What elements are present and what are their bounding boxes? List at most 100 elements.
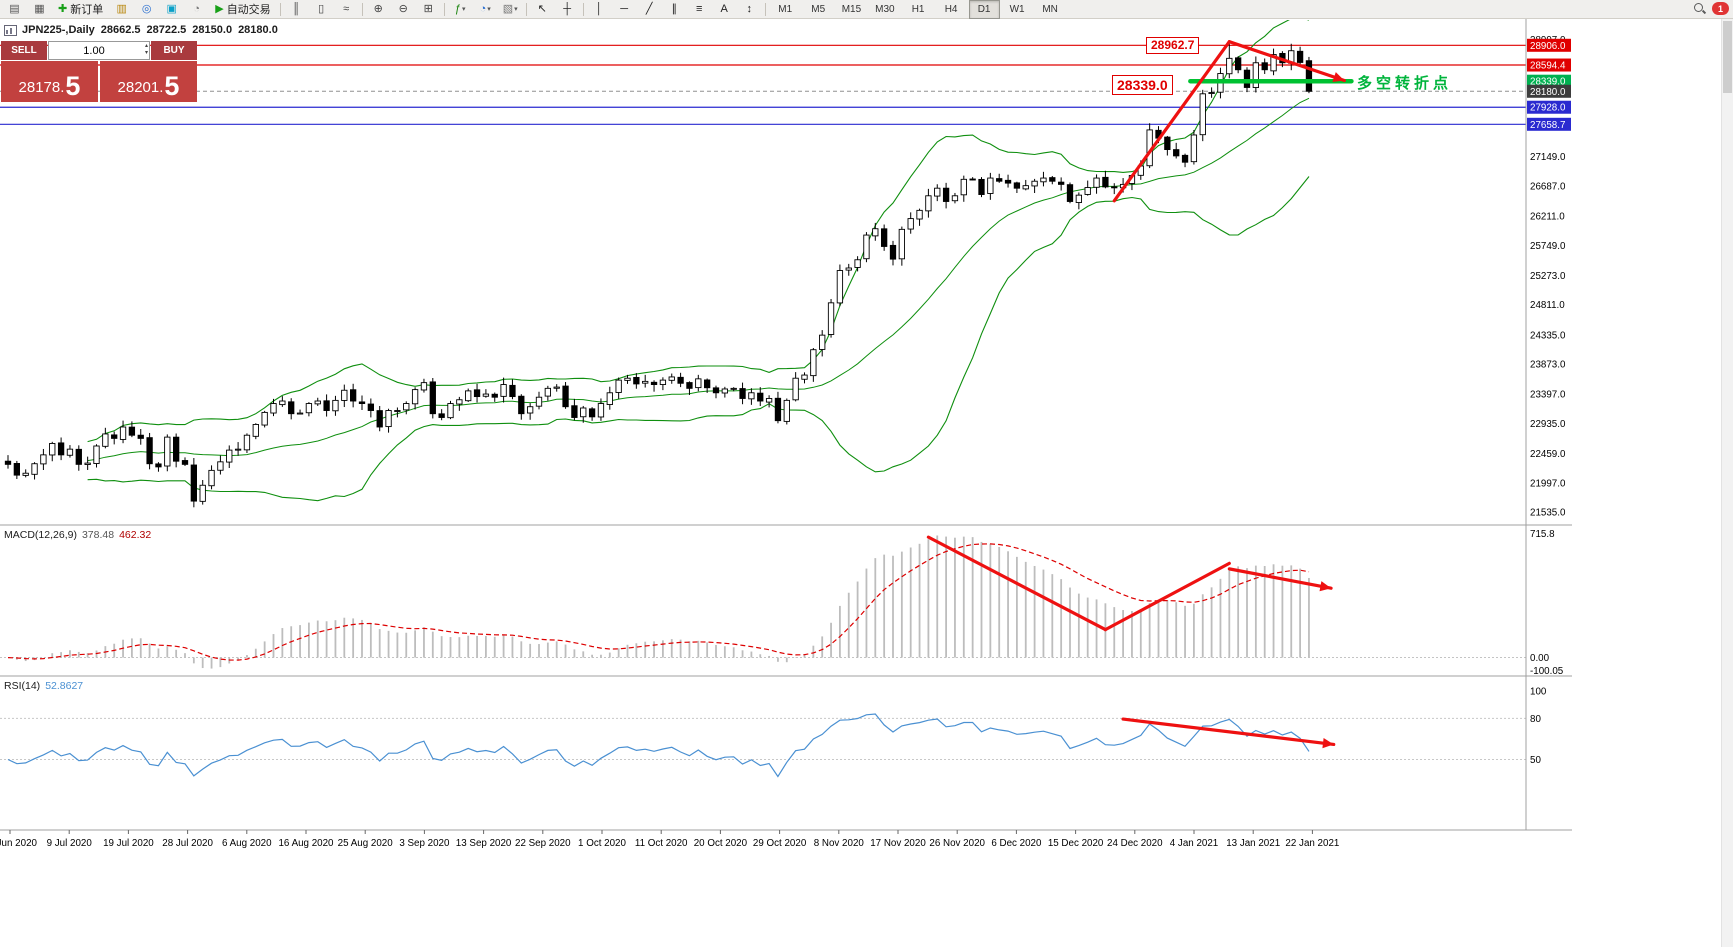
close-value: 28180.0: [238, 24, 278, 36]
trendline-icon: ╱: [645, 2, 653, 15]
high-value: 28722.5: [146, 24, 187, 36]
indicators-dropdown-icon: ▾: [461, 6, 466, 13]
timeframe-button-m30[interactable]: M30: [875, 3, 895, 15]
cursor-button[interactable]: ↖: [530, 0, 555, 19]
fibonacci-button[interactable]: ≡: [687, 0, 712, 19]
price-axis-label: 24335.0: [1530, 330, 1566, 341]
arrow-objects-button[interactable]: ↕: [737, 0, 762, 19]
crosshair-button[interactable]: ┼: [555, 0, 580, 19]
horizontal-line-button[interactable]: ─: [612, 0, 637, 19]
search-icon[interactable]: [1693, 2, 1706, 15]
timeframe-button-h4[interactable]: H4: [944, 3, 958, 15]
zoom-in-icon: ⊕: [373, 2, 383, 15]
toolbar-separator: [764, 2, 766, 16]
date-axis-label: 4 Jan 2021: [1170, 838, 1218, 849]
market-watch-icon: ▥: [116, 2, 127, 15]
vertical-line-button[interactable]: │: [587, 0, 612, 19]
toolbar: ▤ ▦ ✚ 新订单 ▥ ◎ ▣ ◔ ▶ 自动交易 ║ ▯ ≈ ⊕ ⊖ ⊞ ƒ ▾ ◔ ▾ ▧ ▾ ↖ ┼ │ ─ ╱ ∥ ≡ A ↕ M1 M5…: [0, 0, 1733, 19]
new-chart-button[interactable]: ▤: [2, 0, 27, 19]
price-axis-label: 23397.0: [1530, 390, 1566, 401]
sell-price-pip: 5: [65, 71, 81, 101]
timeframe-button-m5[interactable]: M5: [811, 3, 826, 15]
macd-label: MACD(12,26,9) 378.48 462.32: [4, 529, 151, 541]
bar-chart-icon: ║: [292, 2, 301, 15]
bar-chart-button[interactable]: ║: [284, 0, 309, 19]
line-chart-button[interactable]: ≈: [334, 0, 359, 19]
buy-price-pip: 5: [164, 71, 180, 101]
buy-button[interactable]: BUY: [151, 41, 197, 60]
zoom-out-button[interactable]: ⊖: [391, 0, 416, 19]
equidistant-channel-button[interactable]: ∥: [662, 0, 687, 19]
price-axis-badge: [1527, 58, 1571, 72]
terminal-button[interactable]: ▣: [159, 0, 184, 19]
date-axis-label: 30 Jun 2020: [0, 838, 38, 849]
volume-input[interactable]: [49, 44, 149, 57]
trendline-button[interactable]: ╱: [637, 0, 662, 19]
chart-info-line: JPN225-,Daily 28662.5 28722.5 28150.0 28…: [4, 24, 278, 36]
timeframe-button-w1[interactable]: W1: [1009, 3, 1025, 15]
strategy-tester-button[interactable]: ◔: [184, 0, 209, 19]
indicators-button[interactable]: ƒ ▾: [448, 0, 473, 19]
date-axis-label: 17 Nov 2020: [870, 838, 926, 849]
volume-stepper[interactable]: ▴ ▾: [145, 43, 148, 57]
macd-indicator: [0, 535, 1526, 669]
profiles-button[interactable]: ▦: [27, 0, 52, 19]
templates-button[interactable]: ▧ ▾: [498, 0, 523, 19]
auto-trading-button[interactable]: ▶ 自动交易: [209, 0, 276, 19]
date-axis-label: 19 Jul 2020: [103, 838, 154, 849]
trend-arrow: [1121, 717, 1336, 747]
date-axis-label: 24 Dec 2020: [1107, 838, 1163, 849]
crosshair-icon: ┼: [563, 2, 572, 15]
timeframe-button-d1[interactable]: D1: [968, 0, 1000, 19]
macd-axis-max: 715.8: [1530, 529, 1555, 540]
text-label-icon: A: [720, 2, 728, 15]
low-value: 28150.0: [192, 24, 233, 36]
trend-arrow: [1227, 40, 1346, 83]
volume-down-icon[interactable]: ▾: [144, 50, 148, 56]
vertical-scrollbar[interactable]: [1721, 19, 1733, 947]
peak-price-label[interactable]: 28962.7: [1146, 37, 1200, 54]
periods-icon: ◔: [479, 2, 487, 15]
text-label-button[interactable]: A: [712, 0, 737, 19]
candlesticks: [4, 41, 1313, 508]
svg-text:28594.4: 28594.4: [1530, 61, 1566, 72]
rsi-axis-label: 100: [1530, 687, 1547, 698]
new-order-button[interactable]: ✚ 新订单: [52, 0, 109, 19]
zoom-in-button[interactable]: ⊕: [366, 0, 391, 19]
timeframe-button-m15[interactable]: M15: [841, 3, 862, 15]
price-axis-label: 27149.0: [1530, 152, 1566, 163]
price-axis-label: 24811.0: [1530, 300, 1565, 311]
date-axis-label: 25 Aug 2020: [338, 838, 394, 849]
sell-button[interactable]: SELL: [1, 41, 47, 60]
tile-windows-button[interactable]: ⊞: [416, 0, 441, 19]
toolbar-separator: [582, 2, 584, 16]
trend-arrow: [1112, 40, 1231, 203]
date-axis-label: 6 Aug 2020: [222, 838, 272, 849]
timeframe-button-m1[interactable]: M1: [778, 3, 793, 15]
sell-price-button[interactable]: 28178. 5: [1, 61, 98, 102]
macd-signal-value: 462.32: [119, 529, 152, 541]
price-axis-label: 25749.0: [1530, 241, 1566, 252]
price-axis-badge: [1527, 74, 1571, 88]
candlestick-chart-button[interactable]: ▯: [309, 0, 334, 19]
support-price-label[interactable]: 28339.0: [1112, 75, 1173, 95]
candlestick-chart-icon: ▯: [318, 2, 325, 15]
notification-badge[interactable]: 1: [1712, 2, 1729, 15]
periods-button[interactable]: ◔ ▾: [473, 0, 498, 19]
macd-axis-min: -100.05: [1530, 666, 1564, 677]
macd-name: MACD(12,26,9): [4, 529, 77, 541]
buy-price-button[interactable]: 28201. 5: [100, 61, 197, 102]
scrollbar-thumb[interactable]: [1723, 21, 1732, 93]
price-axis-label: 22935.0: [1530, 419, 1566, 430]
trend-arrow: [926, 535, 1108, 632]
toolbar-right-group: 1: [1693, 2, 1729, 15]
market-watch-button[interactable]: ▥: [109, 0, 134, 19]
price-axis-label: 21997.0: [1530, 478, 1566, 489]
volume-up-icon[interactable]: ▴: [144, 43, 148, 49]
navigator-button[interactable]: ◎: [134, 0, 159, 19]
timeframe-button-mn[interactable]: MN: [1042, 3, 1058, 15]
price-axis-badge: [1527, 117, 1571, 131]
timeframe-button-h1[interactable]: H1: [911, 3, 925, 15]
date-axis-label: 13 Jan 2021: [1226, 838, 1280, 849]
